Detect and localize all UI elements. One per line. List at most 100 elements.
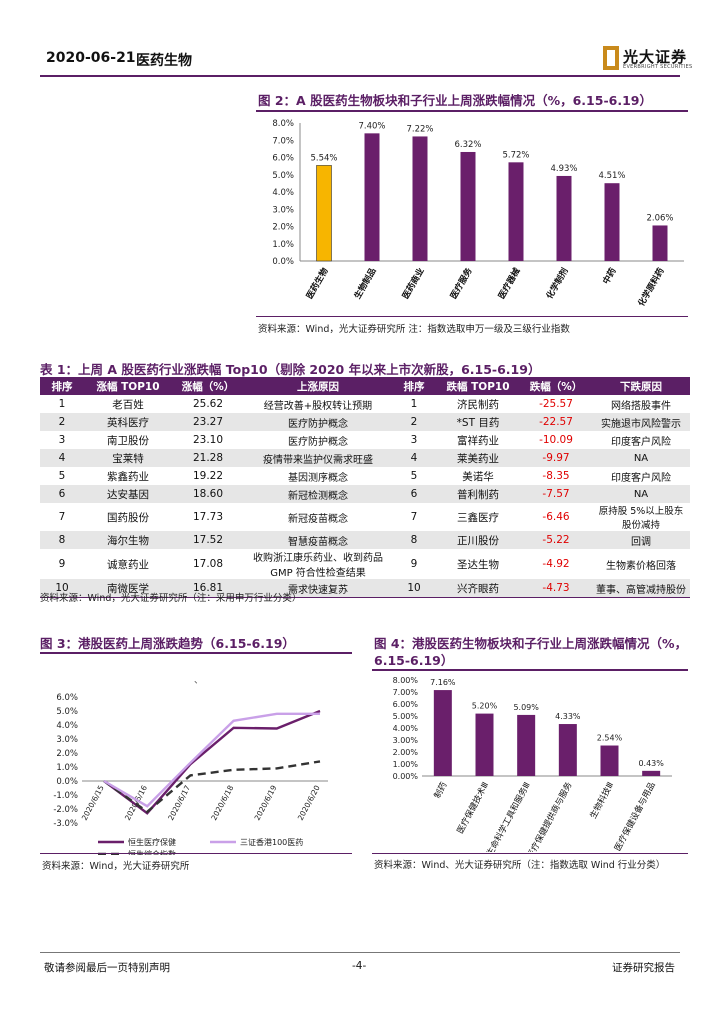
bar — [316, 165, 332, 262]
chart-mark: 、 — [194, 676, 203, 686]
cell-gainer-name: 达安基因 — [84, 485, 172, 503]
y-tick-label: 6.0% — [56, 693, 78, 703]
data-label: 4.51% — [598, 171, 625, 181]
y-tick-label: 0.0% — [272, 257, 294, 267]
cell-loss-reason: 印度客户风险 — [611, 436, 671, 448]
col-header-rank: 排序 — [392, 377, 436, 395]
cell-gainer-name: 海尔生物 — [84, 531, 172, 549]
y-tick-label: 6.0% — [272, 154, 294, 164]
cell-loser-name: 正川股份 — [436, 531, 520, 549]
cell-gain-pct: 25.62 — [192, 398, 224, 410]
table-row: 1 老百姓 25.62 经营改善+股权转让预期 1 济民制药 -25.57 网络搭股事件 — [40, 395, 690, 413]
col-header-loss-pct: 跌幅（%） — [520, 377, 592, 395]
cell-loss-pct: -5.22 — [520, 531, 592, 549]
cell-gainer-name: 诚意药业 — [107, 558, 149, 571]
cell-rank: 3 — [58, 434, 66, 446]
cell-loss-pct: -10.09 — [539, 434, 573, 446]
bar — [604, 183, 620, 261]
fig2-title: 图 2：A 股医药生物板块和子行业上周涨跌幅情况（%，6.15-6.19） — [258, 93, 652, 108]
bar — [412, 136, 428, 261]
table-row: 4 宝莱特 21.28 疫情带来监护仪需求旺盛 4 莱美药业 -9.97 NA — [40, 449, 690, 467]
fig3-source: 资料来源：Wind，光大证券研究所 — [42, 861, 190, 872]
cell-loss-reason: 回调 — [592, 531, 690, 549]
cell-loser-name: 莱美药业 — [436, 449, 520, 467]
bar — [508, 162, 524, 261]
cell-loser-name: 圣达生物 — [457, 558, 499, 571]
y-tick-label: 8.0% — [272, 119, 294, 129]
x-tick-label: 医疗器械 — [496, 266, 523, 301]
cell-gainer-name: 国药股份 — [107, 511, 149, 524]
table-row: 2 英科医疗 23.27 医疗防护概念 2 *ST 目药 -22.57 实施退市风险警示 — [40, 413, 690, 431]
cell-loser-name: 美诺华 — [462, 470, 494, 483]
cell-gainer-name: 南卫股份 — [107, 434, 149, 447]
y-tick-label: 6.00% — [393, 700, 419, 709]
y-tick-label: 8.00% — [393, 676, 419, 685]
fig2-title-rule — [256, 110, 688, 112]
cell-loss-pct: -8.35 — [542, 470, 570, 482]
y-tick-label: 5.00% — [393, 712, 419, 721]
x-tick-label: 生物科技Ⅲ — [588, 780, 616, 820]
fig4-title-line2: 6.15-6.19） — [374, 653, 454, 668]
fig4-chart: 0.00% 1.00% 2.00% 3.00% 4.00% 5.00% 6.00% 7.00%… — [393, 676, 672, 852]
x-tick-label: 制药 — [432, 780, 450, 800]
legend-label: 三证香港100医药 — [240, 837, 303, 847]
x-tick-label: 医疗服务 — [448, 266, 475, 301]
logo-mark-icon — [603, 46, 619, 70]
y-tick-label: 3.0% — [272, 205, 294, 215]
bar — [517, 714, 536, 776]
y-tick-label: -3.0% — [53, 819, 78, 829]
bar — [652, 225, 668, 261]
cell-gain-pct: 17.73 — [192, 511, 224, 523]
fig2-source: 资料来源：Wind，光大证券研究所 注：指数选取申万一级及三级行业指数 — [258, 324, 570, 335]
fig4-source: 资料来源：Wind、光大证券研究所（注：指数选取 Wind 行业分类） — [374, 860, 666, 871]
col-header-rank: 排序 — [40, 377, 84, 395]
cell-rank: 8 — [40, 531, 84, 549]
col-header-loss-reason: 下跌原因 — [592, 377, 690, 395]
cell-rank: 4 — [392, 449, 436, 467]
x-tick-label: 2020/6/19 — [253, 784, 279, 822]
cell-gain-pct: 19.22 — [192, 470, 224, 482]
fig4-title-line1: 图 4：港股医药生物板块和子行业上周涨跌幅情况（%， — [374, 636, 688, 651]
fig3-title-rule — [40, 652, 352, 654]
cell-rank: 6 — [40, 485, 84, 503]
cell-gain-reason: 基因测序概念 — [288, 472, 348, 484]
table-row: 6 达安基因 18.60 新冠检测概念 6 普利制药 -7.57 NA — [40, 485, 690, 503]
cell-gainer-name: 老百姓 — [112, 398, 144, 411]
cell-loser-name: *ST 目药 — [436, 413, 520, 431]
data-label: 6.32% — [454, 140, 481, 150]
cell-gain-reason: 收购浙江康乐药业、收到药品 GMP 符合性检查结果 — [253, 553, 383, 579]
y-tick-label: 2.00% — [393, 748, 419, 757]
cell-rank: 2 — [392, 413, 436, 431]
table-row: 10 南微医学 16.81 需求快速复苏 10 兴齐眼药 -4.73 董事、高管减持股份 — [40, 579, 690, 598]
fig4-title-rule — [372, 669, 688, 671]
table-row: 3 南卫股份 23.10 医疗防护概念 3 富祥药业 -10.09 印度客户风险 — [40, 431, 690, 449]
fig3-title: 图 3：港股医药上周涨跌趋势（6.15-6.19） — [40, 636, 295, 651]
x-tick-label: 生命科学工具和服务Ⅲ — [484, 780, 532, 852]
cell-loss-reason: 生物素价格回落 — [606, 560, 676, 572]
header-divider — [40, 75, 680, 77]
cell-loser-name: 富祥药业 — [457, 434, 499, 447]
data-label: 5.20% — [472, 702, 498, 711]
x-tick-label: 医疗保健技术Ⅲ — [455, 780, 491, 835]
cell-loser-name: 普利制药 — [436, 485, 520, 503]
cell-gain-pct: 23.10 — [192, 434, 224, 446]
cell-gain-pct: 21.28 — [172, 449, 244, 467]
footer-divider — [40, 952, 680, 953]
cell-rank: 7 — [410, 511, 418, 523]
legend-label: 恒生医疗保健 — [128, 837, 176, 847]
cell-rank: 8 — [392, 531, 436, 549]
y-tick-label: 2.0% — [272, 223, 294, 233]
cell-gainer-name: 南微医学 — [84, 579, 172, 598]
data-label: 5.09% — [513, 703, 539, 712]
cell-gain-reason: 疫情带来监护仪需求旺盛 — [244, 449, 392, 467]
bar — [460, 151, 476, 261]
cell-gain-pct: 17.52 — [172, 531, 244, 549]
data-label: 4.93% — [550, 164, 577, 174]
bar — [433, 690, 452, 776]
x-tick-label: 中药 — [601, 266, 619, 287]
data-label: 0.43% — [638, 759, 664, 768]
fig4-bottom-rule — [372, 853, 688, 854]
cell-gainer-name: 英科医疗 — [84, 413, 172, 431]
cell-loss-reason: NA — [592, 449, 690, 467]
y-tick-label: 3.0% — [56, 735, 78, 745]
